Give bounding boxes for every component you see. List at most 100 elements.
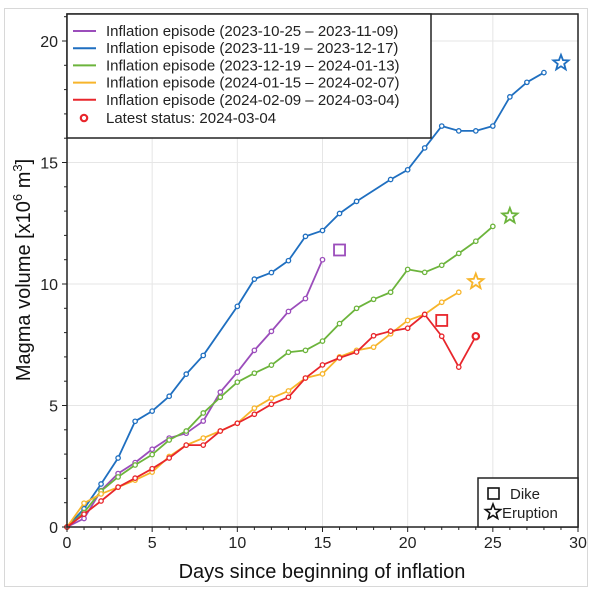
- data-point: [115, 484, 121, 490]
- data-point: [421, 269, 428, 276]
- data-point: [217, 394, 224, 401]
- data-point: [200, 442, 207, 448]
- data-point: [455, 289, 462, 296]
- data-point: [149, 465, 156, 472]
- legend-entry: Inflation episode (2024-01-15 – 2024-02-…: [73, 75, 400, 92]
- data-point: [353, 349, 360, 355]
- legend-box: [66, 13, 432, 139]
- y-tick-label: 10: [40, 277, 58, 294]
- x-axis-title: Days since beginning of inflation: [179, 561, 466, 583]
- data-point: [387, 289, 394, 296]
- data-point: [251, 276, 258, 282]
- legend-entry: Inflation episode (2023-11-19 – 2023-12-…: [73, 40, 398, 57]
- data-point: [217, 389, 224, 395]
- data-point: [404, 266, 411, 273]
- data-point: [302, 295, 309, 302]
- data-point: [319, 371, 326, 377]
- data-point: [268, 362, 275, 369]
- series-line: [66, 313, 477, 528]
- data-point: [302, 347, 309, 354]
- series-layer: [64, 52, 571, 530]
- legend-label: Inflation episode (2023-10-25 – 2023-11-…: [106, 23, 398, 40]
- data-point: [200, 410, 207, 416]
- data-point: [115, 474, 121, 480]
- legend-label: Inflation episode (2023-12-19 – 2024-01-…: [106, 57, 400, 74]
- data-point: [251, 405, 258, 412]
- data-point: [268, 328, 275, 335]
- data-point: [149, 446, 156, 453]
- x-tick-label: 0: [63, 535, 72, 552]
- y-tick-label: 20: [40, 34, 58, 51]
- data-point: [438, 262, 445, 269]
- x-tick-label: 15: [314, 535, 332, 552]
- data-point: [541, 69, 547, 76]
- data-point: [319, 362, 326, 368]
- data-point: [524, 79, 530, 86]
- data-point: [166, 455, 173, 461]
- data-point: [353, 198, 360, 205]
- data-point: [387, 176, 394, 183]
- data-point: [98, 481, 104, 487]
- data-point: [251, 370, 258, 377]
- data-point: [404, 325, 411, 332]
- data-point: [404, 166, 411, 173]
- latest-status-marker: [471, 331, 481, 341]
- data-point: [455, 128, 462, 134]
- axis-ticks: 0 5 10 15 20 25 30 0 5 10 15 20: [40, 16, 587, 552]
- y-axis-title: Magma volume [x106 m3]: [10, 159, 35, 381]
- eruption-star-icon: [483, 501, 503, 521]
- y-tick-label: 5: [49, 399, 58, 416]
- series-line: [66, 225, 494, 528]
- legend-label: Inflation episode (2024-01-15 – 2024-02-…: [106, 75, 400, 92]
- data-point: [370, 296, 377, 303]
- data-point: [336, 210, 343, 217]
- series-2: [64, 52, 571, 530]
- series-line: [66, 259, 324, 528]
- data-point: [489, 223, 496, 230]
- data-point: [81, 500, 87, 507]
- data-point: [234, 379, 241, 386]
- data-point: [507, 94, 513, 100]
- data-point: [319, 227, 326, 234]
- data-point: [115, 455, 121, 461]
- legend-label-dike: Dike: [510, 486, 540, 503]
- data-point: [132, 475, 138, 482]
- eruption-marker: [465, 271, 486, 291]
- figure-border: [4, 8, 588, 587]
- dike-marker: [333, 243, 346, 257]
- data-point: [285, 257, 292, 264]
- x-tick-label: 10: [228, 535, 246, 552]
- data-point: [200, 352, 207, 359]
- data-point: [81, 511, 87, 517]
- x-tick-label: 25: [484, 535, 502, 552]
- legend-label-latest-status: Latest status: 2024-03-04: [106, 110, 276, 127]
- data-point: [268, 401, 275, 408]
- x-tick-label: 20: [399, 535, 417, 552]
- marker-legend: Dike Eruption: [477, 477, 579, 528]
- legend-label-eruption: Eruption: [502, 505, 558, 522]
- data-point: [166, 393, 173, 400]
- data-point: [336, 320, 343, 327]
- data-point: [98, 498, 104, 504]
- data-point: [98, 491, 104, 497]
- data-point: [234, 420, 241, 427]
- data-point: [455, 364, 462, 370]
- data-point: [370, 344, 377, 351]
- x-tick-label: 30: [569, 535, 587, 552]
- data-point: [438, 123, 445, 129]
- data-point: [353, 305, 360, 312]
- data-point: [132, 462, 138, 468]
- data-point: [149, 451, 156, 458]
- data-point: [319, 256, 326, 263]
- data-point: [285, 388, 292, 394]
- series-4: [64, 271, 486, 530]
- data-point: [268, 269, 275, 276]
- data-point: [183, 428, 190, 434]
- data-point: [387, 328, 394, 334]
- data-point: [132, 418, 138, 425]
- series-legend: Inflation episode (2023-10-25 – 2023-11-…: [66, 13, 432, 139]
- y-tick-label: 0: [49, 520, 58, 537]
- marker-legend-box: [477, 477, 579, 528]
- data-point: [438, 299, 445, 306]
